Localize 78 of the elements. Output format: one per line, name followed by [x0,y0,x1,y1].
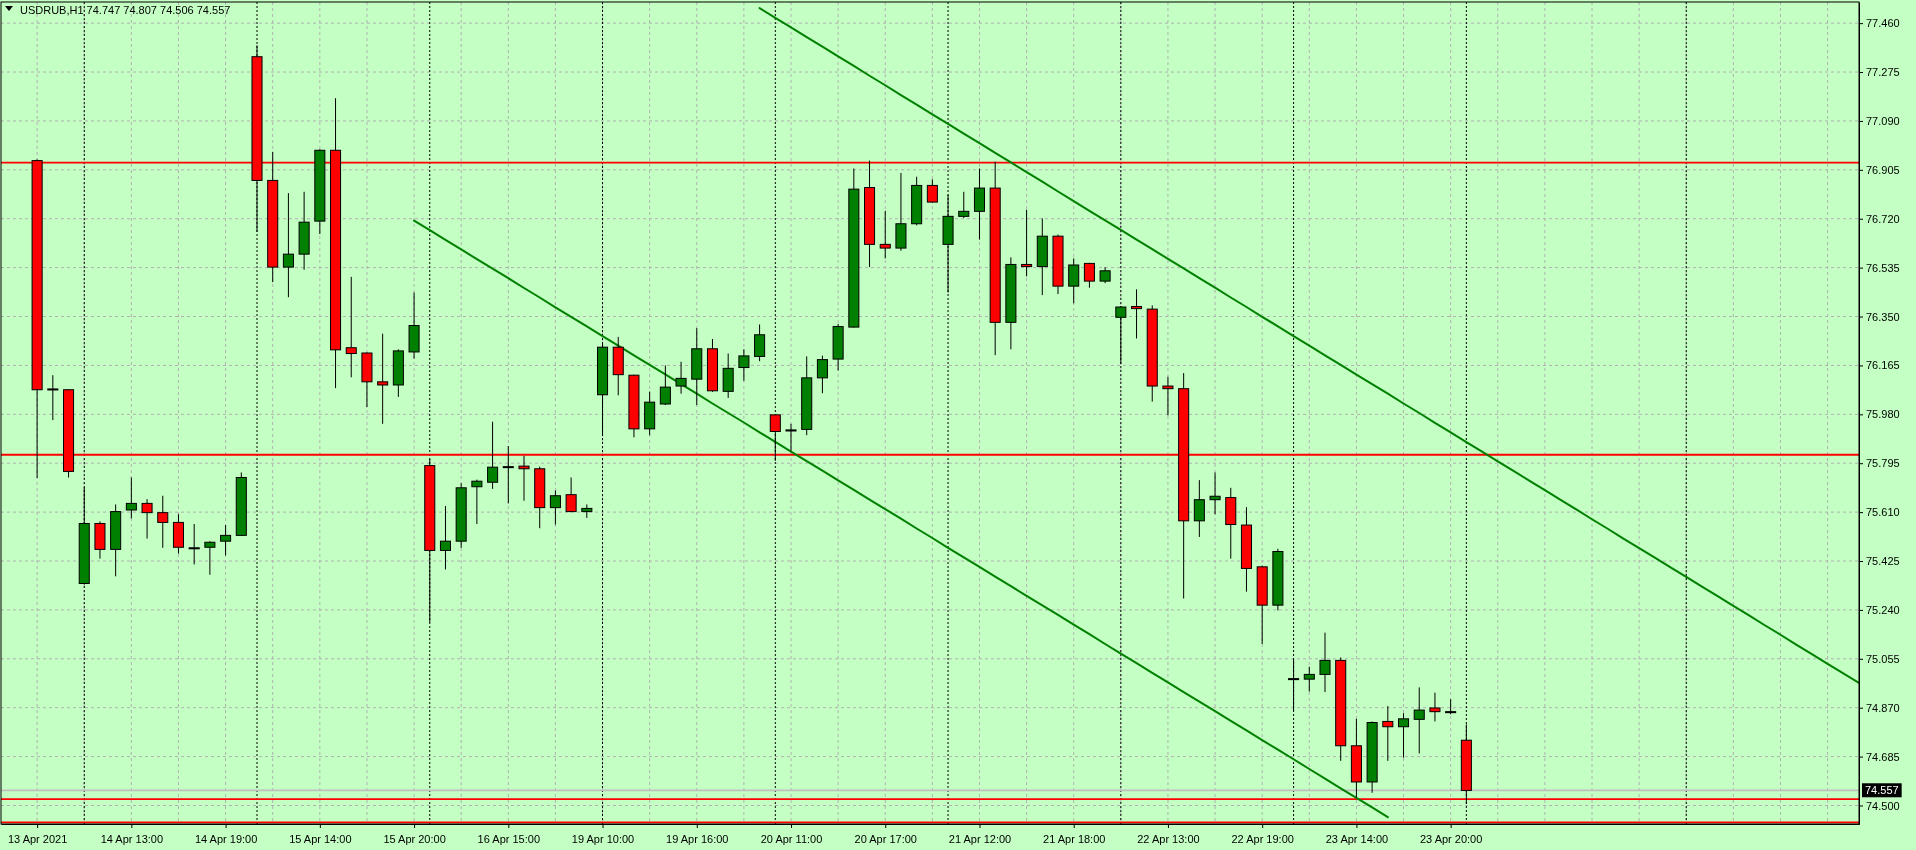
x-tick-label: 14 Apr 13:00 [100,832,164,845]
candlestick [1413,686,1425,754]
candlestick [879,210,891,259]
candlestick [738,348,750,382]
x-tick-label: 23 Apr 20:00 [1419,832,1483,845]
candlestick [958,191,970,219]
x-tick-label: 14 Apr 19:00 [194,832,258,845]
candlestick [345,276,357,378]
candlestick [1068,257,1080,304]
y-tick-label: 75.240 [1866,603,1900,616]
candlestick [157,495,169,549]
y-tick-label: 76.905 [1866,163,1900,176]
x-tick-label: 21 Apr 18:00 [1043,832,1106,845]
candlestick [1193,479,1205,538]
y-tick-label: 76.720 [1866,212,1900,225]
candlestick [1319,632,1331,693]
x-tick-label: 13 Apr 2021 [7,832,68,845]
x-tick-label: 21 Apr 12:00 [948,832,1012,845]
ref-line-label: 74.557 [1865,784,1899,797]
y-tick-label: 74.870 [1866,701,1900,714]
x-tick-label: 23 Apr 14:00 [1325,832,1389,845]
candlestick [1021,209,1033,277]
y-tick-label: 76.350 [1866,310,1900,323]
line-series [758,7,1859,684]
candlestick [377,333,389,425]
y-tick-label: 77.460 [1866,17,1900,30]
candlestick [439,505,451,570]
y-tick-label: 75.055 [1866,652,1900,665]
candlestick [204,540,216,576]
candlestick [816,355,828,394]
x-tick-label: 20 Apr 11:00 [760,832,823,845]
y-tick-label: 77.275 [1866,66,1900,79]
candlestick [1162,376,1174,416]
candlestick [487,421,499,490]
y-tick-label: 75.980 [1866,408,1900,421]
x-tick-label: 15 Apr 14:00 [289,832,352,845]
candlestick [188,523,200,565]
y-tick-label: 74.685 [1866,750,1900,763]
x-tick-label: 16 Apr 15:00 [477,832,540,845]
x-tick-label: 19 Apr 10:00 [571,832,635,845]
candlestick [549,489,561,526]
candlestick [722,353,734,399]
candlestick [471,479,483,525]
candlestick [502,445,514,504]
candlestick [1209,471,1221,515]
candlestick [1398,712,1410,759]
candlestick [1131,288,1143,339]
candlestick [47,374,59,421]
candlestick [1303,666,1315,693]
line-series [413,219,1389,819]
candlestick [565,476,577,513]
candlestick [141,498,153,540]
y-tick-label: 76.535 [1866,261,1900,274]
candlestick [1382,705,1394,762]
y-tick-label: 74.500 [1866,799,1900,812]
candlestick [926,178,938,204]
x-tick-label: 19 Apr 16:00 [666,832,729,845]
y-tick-label: 75.610 [1866,506,1900,519]
chart-title: USDRUB,H1 74.747 74.807 74.506 74.557 [20,4,231,16]
candlestick [785,423,797,452]
y-tick-label: 75.425 [1866,555,1900,568]
candlestick [973,168,985,241]
y-tick-label: 75.795 [1866,457,1900,470]
candlestick [1429,692,1441,722]
candlestick [1083,262,1095,289]
x-tick-label: 15 Apr 20:00 [383,832,446,845]
candlestick [1115,305,1127,365]
y-tick-label: 77.090 [1866,114,1900,127]
candlestick [220,524,232,556]
candlestick [754,323,766,362]
y-tick-label: 76.165 [1866,359,1900,372]
candlestick [675,361,687,395]
candlestick [282,192,294,298]
x-tick-label: 22 Apr 19:00 [1231,832,1294,845]
candlestick [125,476,137,519]
x-tick-label: 22 Apr 13:00 [1137,832,1200,845]
x-tick-label: 20 Apr 17:00 [854,832,917,845]
candlestick [659,364,671,406]
